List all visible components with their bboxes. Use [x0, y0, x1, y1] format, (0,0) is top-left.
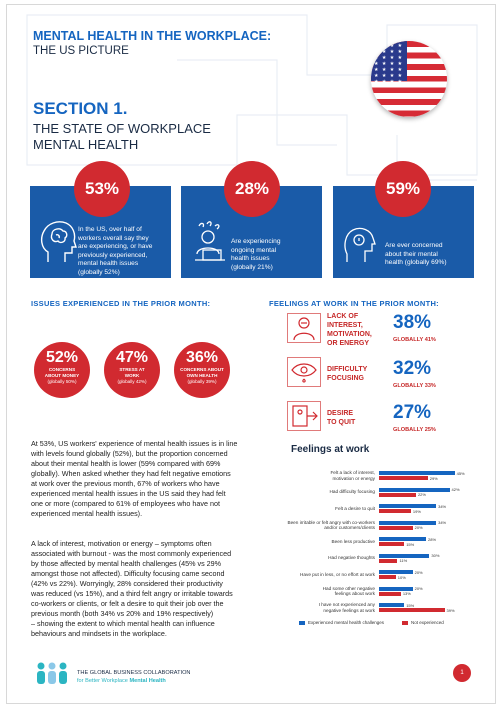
- issues-title: ISSUES EXPERIENCED IN THE PRIOR MONTH:: [31, 299, 211, 308]
- bar: [379, 525, 413, 530]
- bar: [379, 570, 413, 574]
- stat-circle-2: 28%: [224, 161, 280, 217]
- bar: [379, 591, 401, 596]
- bar-value-label: 11%: [399, 558, 408, 563]
- bar-label: Felt a desire to quit: [335, 505, 375, 511]
- bar: [379, 476, 428, 480]
- issue-circle-stress: 47% STRESS AT WORK (globally 42%): [104, 342, 160, 398]
- person-icon: [293, 317, 315, 341]
- stat-card-2: Are experiencing ongoing mental health iss…: [181, 186, 322, 278]
- bar-label: I have not experienced any negative feeli…: [318, 602, 375, 613]
- bar-value-label: 42%: [451, 487, 460, 492]
- chart-title: Feelings at work: [291, 444, 370, 455]
- feeling-icon-box-1: [287, 313, 321, 343]
- stat-text-1: In the US, over half of workers overall s…: [78, 226, 153, 276]
- feeling-icon-box-3: [287, 401, 321, 431]
- feelings-title: FEELINGS AT WORK IN THE PRIOR MONTH:: [269, 299, 439, 308]
- bar-value-label: 45%: [456, 470, 465, 476]
- feeling-label-1: LACK OF INTEREST, MOTIVATION, OR ENERGY: [327, 313, 372, 347]
- us-flag-icon: ★ ★ ★ ★ ★ ★ ★ ★ ★ ★ ★ ★ ★ ★ ★ ★ ★ ★ ★ ★ …: [371, 41, 447, 117]
- bar-value-label: 20%: [414, 569, 423, 575]
- bar-value-label: 15%: [406, 541, 415, 547]
- bar: [379, 504, 437, 508]
- bar-value-label: 13%: [402, 591, 411, 596]
- body-paragraph-1: At 53%, US workers' experience of mental…: [31, 439, 238, 518]
- bar-label: Been irritable or felt angry with co-wor…: [287, 519, 375, 531]
- body-paragraph-2: A lack of interest, motivation or energy…: [31, 539, 233, 638]
- head-question-icon: [344, 227, 376, 262]
- header-title: MENTAL HEALTH IN THE WORKPLACE:: [33, 29, 272, 43]
- feeling-label-2: DIFFICULTY FOCUSING: [327, 366, 368, 382]
- section-subtitle: THE STATE OF WORKPLACE MENTAL HEALTH: [33, 121, 211, 152]
- bar: [379, 575, 396, 579]
- bar-value-label: 22%: [417, 492, 426, 497]
- bar-label: Had some other negative feelings about wo…: [322, 585, 375, 597]
- bar-value-label: 10%: [397, 574, 406, 580]
- bar: [379, 553, 430, 558]
- bar: [379, 608, 445, 612]
- bar-label: Felt a lack of interest, motivation or en…: [330, 470, 375, 481]
- feeling-global-3: GLOBALLY 25%: [393, 427, 436, 433]
- stat-text-2: Are experiencing ongoing mental health iss…: [231, 238, 281, 271]
- stressed-worker-icon: [195, 221, 225, 261]
- bar-value-label: 29%: [429, 475, 438, 481]
- report-page: MENTAL HEALTH IN THE WORKPLACE: THE US P…: [6, 4, 496, 704]
- bar-label: Had negative thoughts: [328, 555, 375, 560]
- bar: [379, 520, 437, 525]
- bar: [379, 471, 455, 475]
- head-brain-icon: [40, 221, 77, 262]
- bar-value-label: 39%: [446, 607, 455, 613]
- bar-value-label: 15%: [406, 602, 415, 608]
- bar-value-label: 30%: [431, 553, 440, 558]
- bar-label: Have put in less, or no effort at work: [300, 571, 375, 577]
- legend-item-2: Not experienced: [402, 620, 444, 625]
- legend-swatch-red: [402, 620, 408, 625]
- bar-label: Been less productive: [331, 538, 375, 544]
- bar-value-label: 20%: [414, 586, 423, 591]
- bar: [379, 487, 450, 492]
- bar: [379, 492, 416, 497]
- bar: [379, 558, 398, 563]
- feeling-value-1: 38%: [393, 312, 432, 333]
- header-subtitle: THE US PICTURE: [33, 45, 129, 57]
- bar: [379, 537, 427, 541]
- bar-value-label: 19%: [412, 508, 421, 514]
- feeling-label-3: DESIRE TO QUIT: [327, 410, 356, 426]
- stat-circle-3: 59%: [375, 161, 431, 217]
- page-number: 1: [453, 664, 471, 682]
- feeling-global-2: GLOBALLY 33%: [393, 383, 436, 389]
- footer-organization: THE GLOBAL BUSINESS COLLABORATION for Be…: [77, 670, 191, 684]
- feeling-value-2: 32%: [393, 358, 432, 379]
- bar: [379, 586, 413, 591]
- bar-value-label: 34%: [438, 520, 447, 525]
- section-title: SECTION 1.: [33, 99, 128, 118]
- organization-logo-icon: [37, 662, 67, 684]
- bar: [379, 509, 411, 513]
- bar: [379, 542, 405, 546]
- stat-text-3: Are ever concerned about their mental heal…: [385, 242, 447, 266]
- issue-circle-health: 36% CONCERNS ABOUT OWN HEALTH (globally …: [174, 342, 230, 398]
- legend-item-1: Experienced mental health challenges: [299, 620, 384, 625]
- issue-circle-money: 52% CONCERNS ABOUT MONEY (globally 50%): [34, 342, 90, 398]
- bar-value-label: 28%: [428, 536, 437, 542]
- quit-icon: [292, 405, 318, 427]
- legend-swatch-blue: [299, 620, 305, 625]
- bar-value-label: 34%: [438, 503, 447, 509]
- bar-label: Had difficulty focusing: [329, 489, 375, 494]
- bar-value-label: 20%: [414, 525, 423, 530]
- eye-icon: [291, 363, 317, 383]
- feeling-icon-box-2: [287, 357, 321, 387]
- bar: [379, 603, 405, 607]
- feeling-global-1: GLOBALLY 41%: [393, 337, 436, 343]
- stat-circle-1: 53%: [74, 161, 130, 217]
- feeling-value-3: 27%: [393, 402, 432, 423]
